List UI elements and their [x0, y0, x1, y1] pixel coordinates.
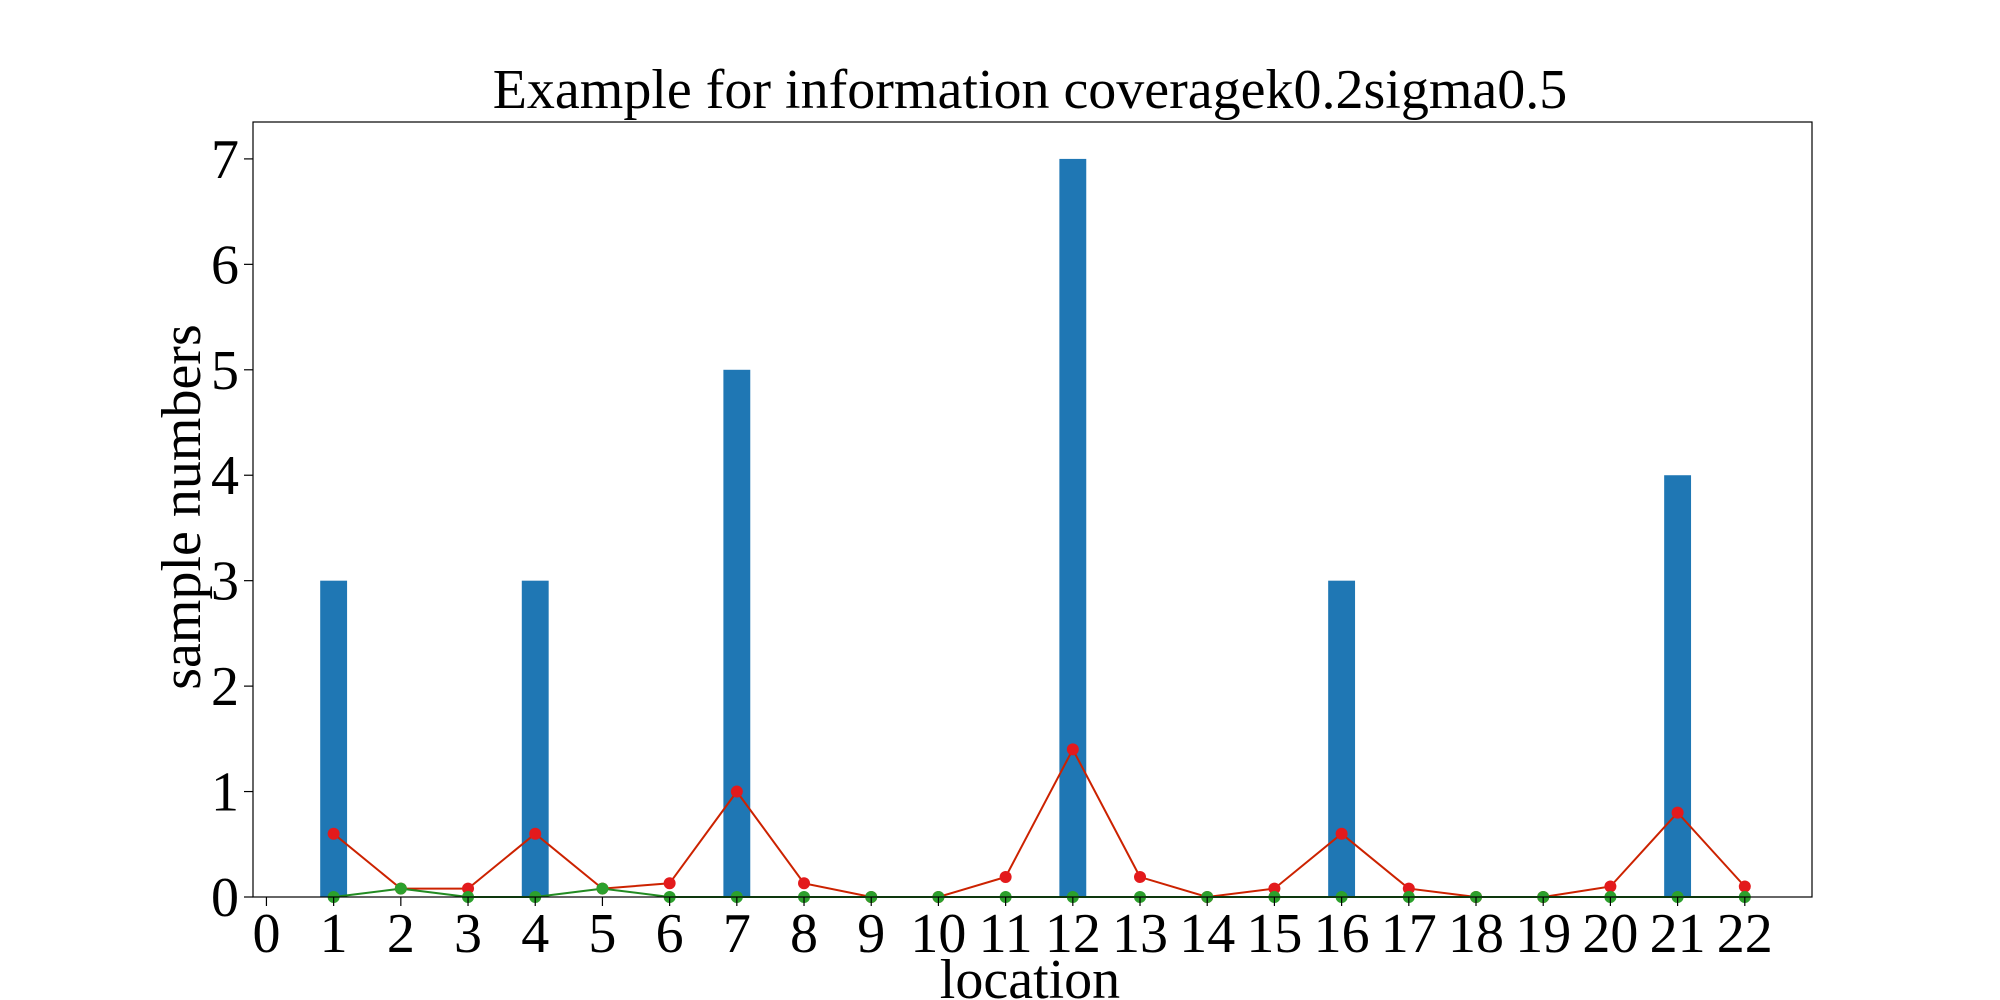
x-tick-label: 1: [320, 903, 348, 965]
y-tick-label: 2: [211, 656, 239, 718]
x-tick-label: 11: [979, 903, 1033, 965]
x-tick-label: 13: [1112, 903, 1168, 965]
bar-location-1: [320, 580, 348, 897]
x-tick-label: 12: [1045, 903, 1101, 965]
x-tick-label: 0: [252, 903, 280, 965]
point-red-line-16: [1335, 827, 1348, 840]
point-red-line-12: [1066, 743, 1079, 756]
point-red-line-21: [1671, 806, 1684, 819]
y-tick-label: 1: [211, 762, 239, 824]
y-tick-label: 6: [211, 234, 239, 296]
point-red-line-15: [1268, 882, 1281, 895]
point-red-line-22: [1738, 880, 1751, 893]
chart-title: Example for information coveragek0.2sigm…: [493, 59, 1568, 121]
x-tick-label: 9: [857, 903, 885, 965]
point-red-line-7: [730, 785, 743, 798]
point-green-line-5: [596, 882, 609, 895]
x-tick-label: 8: [790, 903, 818, 965]
x-tick-label: 3: [454, 903, 482, 965]
x-tick-label: 22: [1717, 903, 1773, 965]
x-tick-label: 21: [1650, 903, 1706, 965]
point-red-line-6: [663, 877, 676, 890]
x-axis-label: location: [940, 949, 1120, 1000]
bar-location-4: [521, 580, 549, 897]
bar-location-21: [1664, 475, 1692, 897]
y-axis-label: sample numbers: [151, 324, 213, 689]
bar-location-16: [1328, 580, 1356, 897]
bar-location-12: [1059, 158, 1087, 897]
x-tick-label: 20: [1582, 903, 1638, 965]
point-red-line-17: [1402, 882, 1415, 895]
point-red-line-1: [327, 827, 340, 840]
x-tick-label: 4: [521, 903, 549, 965]
y-tick-label: 3: [211, 551, 239, 613]
point-red-line-3: [462, 882, 475, 895]
plot-frame: [252, 121, 1813, 898]
y-tick-label: 4: [211, 445, 239, 507]
point-red-line-11: [999, 870, 1012, 883]
x-tick-label: 16: [1314, 903, 1370, 965]
y-tick-label: 0: [211, 867, 239, 929]
x-tick-label: 17: [1381, 903, 1437, 965]
x-tick-label: 5: [588, 903, 616, 965]
x-tick-label: 19: [1515, 903, 1571, 965]
x-tick-label: 2: [387, 903, 415, 965]
x-tick-label: 6: [656, 903, 684, 965]
x-tick-label: 18: [1448, 903, 1504, 965]
point-green-line-2: [394, 882, 407, 895]
y-tick-label: 5: [211, 340, 239, 402]
x-tick-label: 10: [910, 903, 966, 965]
x-tick-label: 15: [1246, 903, 1302, 965]
point-red-line-4: [529, 827, 542, 840]
x-tick-label: 7: [723, 903, 751, 965]
point-red-line-8: [798, 877, 811, 890]
x-tick-label: 14: [1179, 903, 1235, 965]
point-red-line-13: [1134, 870, 1147, 883]
y-tick-label: 7: [211, 129, 239, 191]
bar-location-7: [723, 369, 751, 897]
point-red-line-20: [1604, 880, 1617, 893]
